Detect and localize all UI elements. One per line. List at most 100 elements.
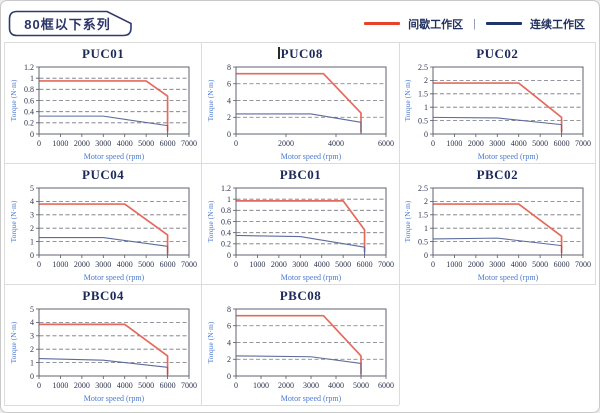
- svg-text:1000: 1000: [53, 139, 69, 148]
- svg-text:6: 6: [227, 322, 231, 331]
- svg-text:0: 0: [37, 139, 41, 148]
- y-axis-label: Torque (N·m): [9, 200, 18, 242]
- svg-text:5000: 5000: [138, 381, 154, 390]
- svg-text:2000: 2000: [74, 381, 90, 390]
- svg-text:0.5: 0.5: [418, 116, 428, 125]
- chart-cell-puc04: PUC04 0 1 2 3 4 5 0 1000 2000 3000 4000 5000 6000 7000…: [4, 163, 202, 284]
- series-title-badge: 80框以下系列: [8, 10, 133, 37]
- svg-text:0: 0: [234, 381, 238, 390]
- svg-text:3000: 3000: [490, 260, 506, 269]
- series-line-continuous-puc08: [236, 113, 363, 134]
- svg-text:4000: 4000: [117, 139, 133, 148]
- svg-text:1000: 1000: [447, 260, 463, 269]
- series-line-continuous-pbc08: [236, 355, 363, 376]
- svg-text:0.2: 0.2: [24, 119, 34, 128]
- svg-text:1: 1: [30, 358, 34, 367]
- legend: 间歇工作区 | 连续工作区: [364, 16, 585, 32]
- svg-text:2: 2: [30, 345, 34, 354]
- svg-text:6000: 6000: [378, 139, 394, 148]
- svg-text:2000: 2000: [74, 260, 90, 269]
- chart-cell-pbc02: PBC02 0 0.5 1 1.5 2 2.5 0 1000 2000 3000 4000 5000 60…: [398, 163, 596, 284]
- legend-separator: |: [473, 17, 476, 30]
- svg-text:3000: 3000: [293, 260, 309, 269]
- svg-text:6: 6: [227, 80, 231, 89]
- svg-text:6000: 6000: [554, 139, 570, 148]
- svg-text:1: 1: [424, 224, 428, 233]
- x-axis-label: Motor speed (rpm): [478, 273, 539, 282]
- svg-text:1.2: 1.2: [24, 63, 34, 72]
- svg-text:0: 0: [424, 251, 428, 260]
- series-line-continuous-pbc02: [433, 237, 563, 255]
- svg-text:1.5: 1.5: [418, 90, 428, 99]
- svg-text:1: 1: [30, 237, 34, 246]
- svg-text:5000: 5000: [532, 139, 548, 148]
- x-axis-label: Motor speed (rpm): [281, 394, 342, 403]
- svg-text:4000: 4000: [511, 260, 527, 269]
- svg-text:2: 2: [424, 197, 428, 206]
- svg-text:4: 4: [227, 338, 231, 347]
- series-line-intermittent-puc01: [39, 80, 169, 132]
- svg-text:2000: 2000: [468, 260, 484, 269]
- page-header: 80框以下系列 间歇工作区 | 连续工作区: [1, 1, 599, 42]
- svg-text:1000: 1000: [250, 260, 266, 269]
- series-line-intermittent-pbc02: [433, 203, 563, 253]
- chart-cell-pbc01: PBC01 0 0.2 0.4 0.6 0.8 1 1.2 0 1000 2000 3000 4000 5…: [201, 163, 399, 284]
- svg-text:3: 3: [30, 211, 34, 220]
- svg-text:4000: 4000: [314, 260, 330, 269]
- svg-text:4000: 4000: [511, 139, 527, 148]
- chart-cell-puc01: PUC01 0 0.2 0.4 0.6 0.8 1 1.2 0 1000 2000 3000 4000 5…: [4, 42, 202, 163]
- series-line-intermittent-puc04: [39, 203, 169, 254]
- series-line-continuous-pbc01: [236, 234, 366, 255]
- svg-text:4000: 4000: [117, 381, 133, 390]
- badge-outline: [8, 10, 132, 36]
- svg-text:0: 0: [30, 372, 34, 381]
- svg-text:3: 3: [30, 332, 34, 341]
- y-axis-label: Torque (N·m): [206, 321, 215, 363]
- continuous-zone-label: 连续工作区: [530, 18, 585, 31]
- x-axis-label: Motor speed (rpm): [84, 273, 145, 282]
- series-line-intermittent-pbc04: [39, 323, 169, 375]
- svg-text:4000: 4000: [117, 260, 133, 269]
- svg-text:1000: 1000: [253, 381, 269, 390]
- svg-text:8: 8: [227, 63, 231, 72]
- svg-text:2: 2: [30, 224, 34, 233]
- svg-text:6000: 6000: [378, 381, 394, 390]
- svg-text:5: 5: [30, 305, 34, 314]
- svg-text:1000: 1000: [53, 381, 69, 390]
- series-title: 80框以下系列: [24, 16, 111, 32]
- svg-text:4: 4: [227, 96, 231, 105]
- svg-text:6000: 6000: [554, 260, 570, 269]
- svg-text:4: 4: [30, 318, 34, 327]
- series-line-continuous-puc04: [39, 237, 169, 255]
- series-line-intermittent-puc08: [236, 72, 363, 133]
- x-axis-label: Motor speed (rpm): [84, 394, 145, 403]
- svg-text:0: 0: [37, 381, 41, 390]
- svg-text:5000: 5000: [138, 139, 154, 148]
- svg-text:0.4: 0.4: [221, 228, 231, 237]
- text-cursor: [278, 47, 280, 59]
- chart-cell-pbc04: PBC04 0 1 2 3 4 5 0 1000 2000 3000 4000 5000 6000 7000…: [4, 284, 202, 406]
- svg-text:1000: 1000: [447, 139, 463, 148]
- intermittent-zone-label: 间歇工作区: [408, 18, 464, 31]
- chart-title-puc01: PUC01: [82, 46, 125, 61]
- y-axis-label: Torque (N·m): [206, 200, 215, 242]
- chart-plot-pbc02: 0 0.5 1 1.5 2 2.5 0 1000 2000 3000 4000 5000 6000 700…: [403, 184, 591, 282]
- svg-text:0: 0: [37, 260, 41, 269]
- chart-plot-puc04: 0 1 2 3 4 5 0 1000 2000 3000 4000 5000 6000 7000 Motor…: [9, 184, 197, 282]
- chart-title-puc02: PUC02: [476, 46, 519, 61]
- chart-title-puc08: PUC08: [202, 46, 398, 62]
- svg-text:7000: 7000: [181, 139, 197, 148]
- svg-text:4000: 4000: [328, 381, 344, 390]
- chart-plot-pbc08: 0 2 4 6 8 0 1000 2000 3000 4000 5000 6000 Motor spee…: [206, 305, 394, 403]
- svg-text:3000: 3000: [95, 139, 111, 148]
- svg-text:0: 0: [431, 139, 435, 148]
- series-line-intermittent-puc02: [433, 82, 563, 132]
- svg-text:7000: 7000: [575, 260, 591, 269]
- y-axis-label: Torque (N·m): [206, 79, 215, 121]
- svg-text:1: 1: [227, 195, 231, 204]
- svg-text:0.6: 0.6: [221, 217, 231, 226]
- svg-text:0: 0: [30, 251, 34, 260]
- svg-text:6000: 6000: [160, 381, 176, 390]
- svg-text:0.2: 0.2: [221, 240, 231, 249]
